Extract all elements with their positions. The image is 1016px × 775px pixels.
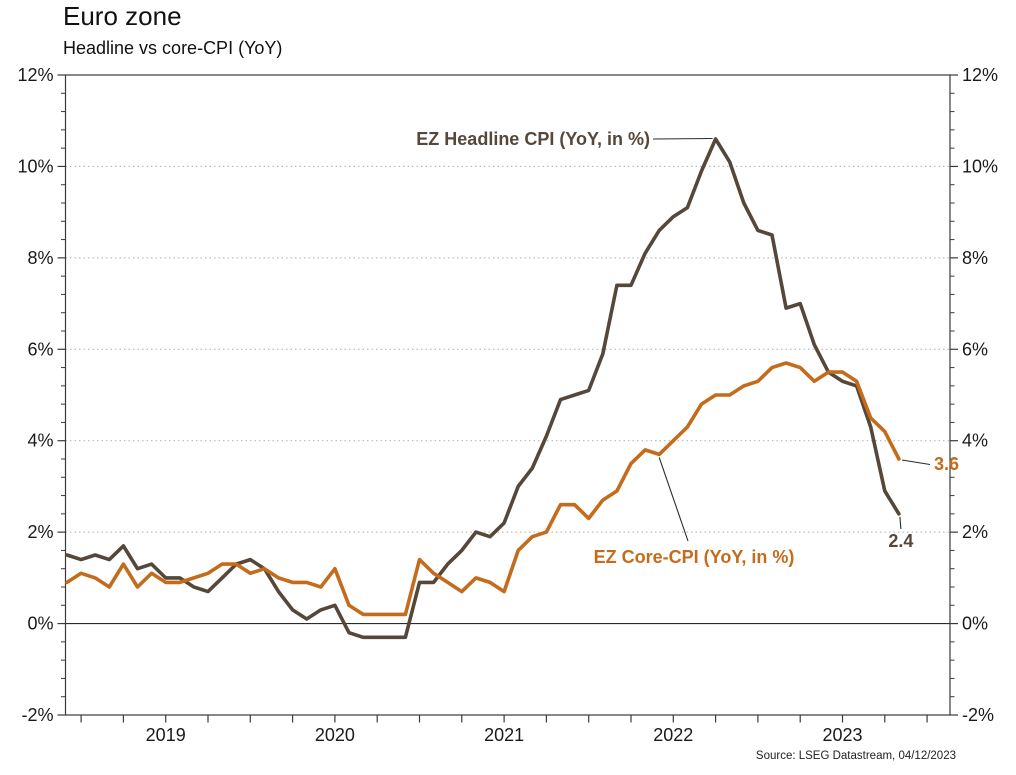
y-axis-tick-label: -2% bbox=[962, 705, 994, 725]
y-axis-tick-label: 2% bbox=[962, 522, 988, 542]
x-axis-year-label: 2020 bbox=[315, 725, 355, 745]
y-axis-tick-label: 10% bbox=[17, 156, 53, 176]
headline-cpi-line bbox=[65, 137, 901, 640]
core-label-connector bbox=[658, 457, 689, 542]
y-axis-tick-label: 8% bbox=[962, 248, 988, 268]
y-axis-tick-label: 6% bbox=[27, 339, 53, 359]
chart-title: Euro zone bbox=[63, 1, 182, 31]
headline-series-label: EZ Headline CPI (YoY, in %) bbox=[416, 129, 650, 149]
y-axis-tick-label: 12% bbox=[17, 65, 53, 85]
core-end-value-label: 3.6 bbox=[934, 454, 959, 474]
y-axis-tick-label: 4% bbox=[962, 431, 988, 451]
y-axis-tick-label: 0% bbox=[962, 614, 988, 634]
headline-label-connector bbox=[652, 137, 713, 140]
chart-subtitle: Headline vs core-CPI (YoY) bbox=[63, 38, 283, 58]
y-axis-tick-label: -2% bbox=[21, 705, 53, 725]
y-axis-tick-label: 2% bbox=[27, 522, 53, 542]
plot-border bbox=[64, 74, 951, 716]
y-axis-tick-label: 8% bbox=[27, 248, 53, 268]
headline-end-connector bbox=[899, 516, 902, 530]
source-note: Source: LSEG Datastream, 04/12/2023 bbox=[755, 750, 956, 762]
core-cpi-line bbox=[65, 361, 901, 617]
x-axis-year-label: 2023 bbox=[822, 725, 862, 745]
y-axis-tick-label: 10% bbox=[962, 156, 998, 176]
x-axis-year-label: 2021 bbox=[484, 725, 524, 745]
x-axis-year-label: 2022 bbox=[653, 725, 693, 745]
x-axis-year-label: 2019 bbox=[146, 725, 186, 745]
y-axis-tick-label: 12% bbox=[962, 65, 998, 85]
y-axis-tick-label: 0% bbox=[27, 614, 53, 634]
core-series-label: EZ Core-CPI (YoY, in %) bbox=[594, 547, 795, 567]
core-end-connector bbox=[901, 459, 931, 466]
y-axis-tick-label: 6% bbox=[962, 339, 988, 359]
headline-end-value-label: 2.4 bbox=[888, 531, 913, 551]
y-axis-tick-label: 4% bbox=[27, 431, 53, 451]
